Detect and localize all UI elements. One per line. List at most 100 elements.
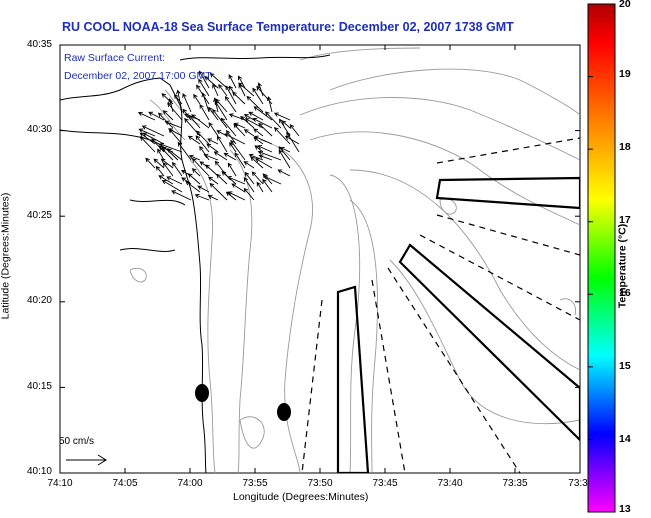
y-tick: 40:35: [26, 39, 52, 50]
current-vector: [263, 175, 282, 185]
current-vector: [248, 111, 264, 121]
current-vector: [153, 158, 165, 169]
current-vector: [214, 160, 228, 177]
map-title: RU COOL NOAA-18 Sea Surface Temperature:…: [62, 20, 514, 34]
current-vector: [201, 92, 210, 113]
scale-arrow: [66, 454, 107, 466]
y-axis-label: Latitude (Degrees:Minutes): [0, 192, 12, 320]
y-tick: 40:25: [26, 210, 52, 221]
axis-ticks: [59, 44, 581, 474]
current-vector: [216, 173, 228, 185]
current-vector: [253, 106, 273, 121]
current-vector: [199, 103, 210, 121]
current-vector: [195, 135, 210, 153]
current-vector: [273, 112, 291, 121]
current-vector: [162, 110, 174, 121]
current-vector: [199, 145, 210, 161]
current-vector: [254, 158, 273, 169]
current-vector: [191, 158, 210, 177]
current-vector: [228, 113, 246, 121]
current-vector: [164, 120, 183, 129]
current-vector: [185, 181, 201, 193]
current-vector: [227, 162, 237, 177]
current-vector: [238, 82, 255, 97]
current-vector: [206, 143, 219, 153]
current-vector: [231, 183, 246, 193]
current-vector: [198, 78, 210, 97]
map-frame: [59, 44, 581, 474]
current-vector: [158, 145, 174, 161]
current-vector: [266, 96, 273, 113]
current-vector: [145, 157, 156, 169]
current-vector: [159, 142, 183, 153]
current-vector: [214, 100, 228, 121]
current-vector: [160, 158, 174, 169]
current-vector: [191, 114, 210, 129]
current-vector: [225, 85, 237, 105]
current-vector: [246, 95, 264, 113]
x-axis-label: Longitude (Degrees:Minutes): [233, 491, 369, 503]
x-tick: 73:50: [307, 478, 333, 489]
current-vector: [233, 123, 246, 137]
current-vector: [253, 137, 264, 145]
colorbar-tick: 13: [619, 503, 631, 515]
colorbar: [587, 3, 616, 513]
current-vector: [207, 194, 219, 201]
current-vector: [217, 135, 228, 153]
current-vector: [224, 133, 246, 145]
current-vector: [141, 125, 165, 137]
current-vector: [262, 173, 273, 185]
current-vector: [286, 131, 300, 153]
colorbar-tick: 15: [619, 360, 631, 372]
current-vector: [252, 87, 264, 105]
colorbar-tick: 19: [619, 68, 631, 80]
current-vector: [139, 136, 156, 153]
colorbar-tick: 18: [619, 141, 631, 153]
current-vector: [226, 175, 246, 185]
feature-blob-1: [195, 384, 209, 402]
colorbar-label: Temperature (°C): [616, 223, 629, 309]
current-vector: [191, 168, 201, 177]
current-vector: [250, 156, 264, 169]
current-vector: [142, 132, 165, 145]
current-vector: [234, 152, 246, 169]
current-vector: [208, 122, 219, 137]
current-vector: [243, 187, 255, 201]
current-vector: [155, 165, 165, 177]
current-vector: [233, 122, 246, 129]
current-vector: [197, 185, 210, 193]
current-timestamp: December 02, 2007 17:00 GMT: [64, 70, 212, 82]
colorbar-tick: 20: [619, 0, 631, 10]
current-vectors: [137, 70, 300, 201]
current-vector: [228, 74, 237, 89]
current-vector: [203, 153, 219, 161]
current-vector: [205, 164, 219, 177]
colorbar-tick: 16: [619, 287, 631, 299]
current-vector: [166, 148, 183, 161]
current-vector: [251, 171, 264, 185]
current-vector: [238, 75, 246, 89]
radar-boxes: [336, 176, 580, 473]
current-vector: [213, 151, 228, 161]
current-vector: [194, 193, 210, 201]
current-vector: [187, 173, 201, 185]
current-vector: [187, 135, 201, 145]
x-tick: 74:00: [177, 478, 203, 489]
current-vector: [209, 72, 228, 89]
current-vector: [278, 149, 291, 169]
current-vector: [258, 154, 273, 161]
current-vector: [278, 146, 291, 161]
current-vector: [257, 145, 273, 153]
current-vector: [176, 89, 183, 113]
current-vector: [257, 82, 264, 97]
current-vector: [196, 130, 210, 145]
current-vector: [257, 150, 282, 161]
y-tick: 40:10: [26, 466, 52, 477]
colorbar-tick: 17: [619, 214, 631, 226]
current-vector: [157, 148, 165, 161]
current-vector: [277, 169, 291, 177]
y-tick: 40:30: [26, 124, 52, 135]
current-vector: [138, 128, 156, 137]
current-vector: [204, 76, 219, 89]
x-tick: 74:05: [112, 478, 138, 489]
